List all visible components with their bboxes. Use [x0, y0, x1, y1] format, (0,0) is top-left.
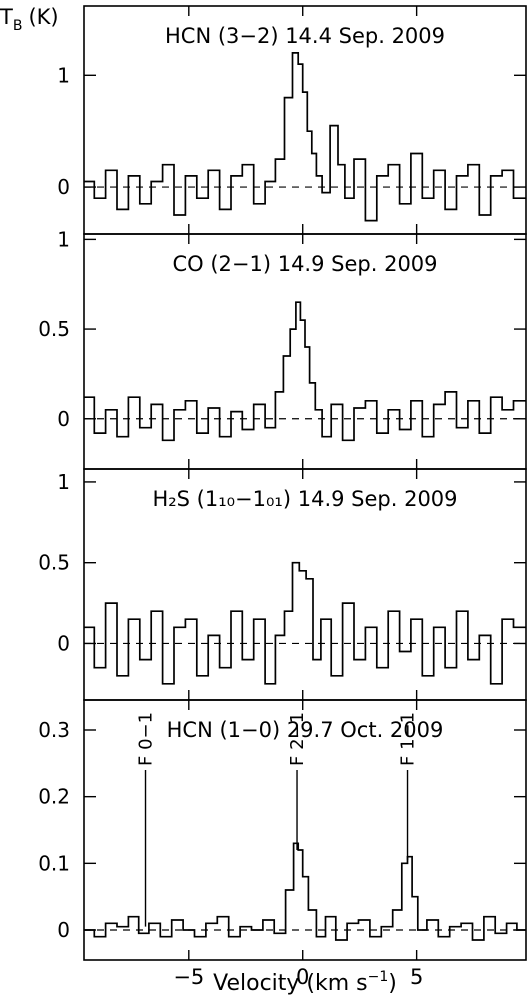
- spectrum-series-1: [84, 301, 526, 442]
- panel-3: 0 0.5 1 H₂S (1₁₀−1₀₁) 14.9 Sep. 2009: [38, 468, 527, 701]
- y-axis-label: TB (K): [0, 5, 59, 34]
- hyperfine-marker-label: F 1−1: [398, 712, 419, 766]
- panel-frame: [83, 699, 527, 961]
- x-axis-label: Velocity (km s−1): [213, 969, 397, 996]
- y-tick-label: 1: [57, 63, 70, 87]
- x-axis-label-sup: −1: [368, 969, 389, 985]
- x-axis-label-main: Velocity (km s: [213, 971, 368, 996]
- x-tick-label: −5: [173, 965, 204, 989]
- panel-title: H₂S (1₁₀−1₀₁) 14.9 Sep. 2009: [152, 487, 457, 511]
- x-tick-label: 5: [410, 965, 423, 989]
- hyperfine-marker-label: F 2−1: [287, 712, 308, 766]
- y-tick-label: 0.5: [38, 551, 70, 575]
- panels-group: 0 1 HCN (3−2) 14.4 Sep. 2009 0 0.5 1 CO (2−1) …: [38, 5, 527, 961]
- y-tick-label: 0.2: [38, 785, 70, 809]
- x-axis-group: −5 0 5: [173, 965, 423, 989]
- y-tick-label: 0.3: [38, 718, 70, 742]
- panel-2: 0 0.5 1 CO (2−1) 14.9 Sep. 2009: [38, 227, 527, 470]
- y-tick-label: 0.1: [38, 851, 70, 875]
- y-tick-label: 0: [57, 175, 70, 199]
- spectrum-series-1: [84, 842, 526, 941]
- hyperfine-marker-label: F 0−1: [136, 712, 157, 766]
- x-tick-label: 0: [296, 965, 309, 989]
- spectrum-series-1: [84, 52, 526, 222]
- y-tick-label: 0.5: [38, 317, 70, 341]
- panel-4: 0 0.1 0.2 0.3 HCN (1−0) 29.7 Oct. 2009 F 0−1 F…: [38, 699, 527, 961]
- spectrum-series-1: [84, 561, 526, 685]
- x-axis-label-close: ): [388, 971, 397, 996]
- y-tick-label: 1: [57, 227, 70, 251]
- y-axis-label-unit: (K): [28, 5, 58, 29]
- y-tick-label: 1: [57, 470, 70, 494]
- panel-title: HCN (3−2) 14.4 Sep. 2009: [165, 24, 445, 48]
- y-axis-label-sub: B: [13, 18, 23, 34]
- y-tick-label: 0: [57, 631, 70, 655]
- y-tick-label: 0: [57, 918, 70, 942]
- y-axis-label-main: T: [0, 5, 13, 29]
- panel-1: 0 1 HCN (3−2) 14.4 Sep. 2009: [57, 5, 527, 235]
- y-tick-label: 0: [57, 407, 70, 431]
- panel-title: CO (2−1) 14.9 Sep. 2009: [172, 252, 437, 276]
- panel-title: HCN (1−0) 29.7 Oct. 2009: [167, 718, 444, 742]
